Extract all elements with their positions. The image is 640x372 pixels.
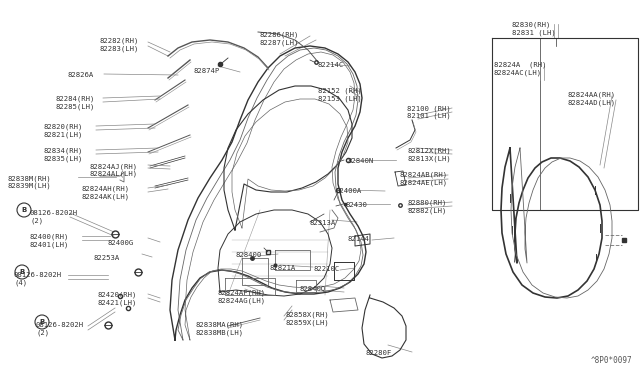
Text: 82834(RH)
82835(LH): 82834(RH) 82835(LH) bbox=[43, 148, 83, 162]
Text: 82821A: 82821A bbox=[270, 265, 296, 271]
Text: 82144: 82144 bbox=[348, 236, 370, 242]
Text: B: B bbox=[40, 319, 45, 325]
Text: 82430: 82430 bbox=[345, 202, 367, 208]
Text: 08126-8202H
(2): 08126-8202H (2) bbox=[30, 210, 78, 224]
Text: 82284(RH)
82285(LH): 82284(RH) 82285(LH) bbox=[55, 96, 94, 110]
Text: 82820(RH)
82821(LH): 82820(RH) 82821(LH) bbox=[43, 124, 83, 138]
Text: 82824AA(RH)
82824AD(LH): 82824AA(RH) 82824AD(LH) bbox=[568, 92, 616, 106]
Text: 82824A  (RH)
82824AC(LH): 82824A (RH) 82824AC(LH) bbox=[494, 62, 547, 76]
Text: 82400(RH)
82401(LH): 82400(RH) 82401(LH) bbox=[30, 234, 69, 248]
Text: 82253A: 82253A bbox=[94, 255, 120, 261]
Text: 82286(RH)
82287(LH): 82286(RH) 82287(LH) bbox=[260, 32, 300, 46]
Text: 82812X(RH)
82813X(LH): 82812X(RH) 82813X(LH) bbox=[407, 148, 451, 162]
Text: 82210C: 82210C bbox=[314, 266, 340, 272]
Text: 82313A: 82313A bbox=[310, 220, 336, 226]
Text: 82100 (RH)
82101 (LH): 82100 (RH) 82101 (LH) bbox=[407, 105, 451, 119]
Text: 08126-8202H
(4): 08126-8202H (4) bbox=[14, 272, 62, 285]
Text: B: B bbox=[21, 207, 27, 213]
Text: 82824AJ(RH)
82824AL(LH): 82824AJ(RH) 82824AL(LH) bbox=[90, 163, 138, 177]
Text: B: B bbox=[19, 269, 24, 275]
Text: 82840N: 82840N bbox=[348, 158, 374, 164]
Text: 82826A: 82826A bbox=[68, 72, 94, 78]
Text: 82152 (RH)
82153 (LH): 82152 (RH) 82153 (LH) bbox=[318, 88, 362, 102]
Text: 82420(RH)
82421(LH): 82420(RH) 82421(LH) bbox=[98, 292, 138, 306]
Text: 08126-8202H
(2): 08126-8202H (2) bbox=[36, 322, 84, 336]
Text: 82282(RH)
82283(LH): 82282(RH) 82283(LH) bbox=[100, 38, 140, 52]
Text: 82824AF(RH)
82824AG(LH): 82824AF(RH) 82824AG(LH) bbox=[218, 290, 266, 304]
Text: 82280F: 82280F bbox=[365, 350, 391, 356]
Text: 82830(RH)
82831 (LH): 82830(RH) 82831 (LH) bbox=[512, 22, 556, 36]
Text: 82824AH(RH)
82824AK(LH): 82824AH(RH) 82824AK(LH) bbox=[82, 186, 130, 200]
Text: 828400: 828400 bbox=[235, 252, 261, 258]
Text: 82858X(RH)
82859X(LH): 82858X(RH) 82859X(LH) bbox=[285, 312, 329, 326]
Text: 82838M(RH)
82839M(LH): 82838M(RH) 82839M(LH) bbox=[8, 175, 52, 189]
Text: 82824AB(RH)
82824AE(LH): 82824AB(RH) 82824AE(LH) bbox=[400, 172, 448, 186]
Text: 82838MA(RH)
82838MB(LH): 82838MA(RH) 82838MB(LH) bbox=[196, 322, 244, 336]
Text: 82840Q: 82840Q bbox=[300, 285, 326, 291]
Text: ^8P0*0097: ^8P0*0097 bbox=[590, 356, 632, 365]
Text: 82400G: 82400G bbox=[108, 240, 134, 246]
Text: 82880(RH)
82882(LH): 82880(RH) 82882(LH) bbox=[407, 200, 446, 214]
Text: 82874P: 82874P bbox=[193, 68, 220, 74]
Text: 82400A: 82400A bbox=[336, 188, 362, 194]
Text: 82214C: 82214C bbox=[318, 62, 344, 68]
